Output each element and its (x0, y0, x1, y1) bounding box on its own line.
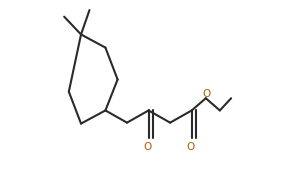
Text: O: O (143, 142, 152, 152)
Text: O: O (187, 142, 195, 152)
Text: O: O (202, 89, 211, 98)
